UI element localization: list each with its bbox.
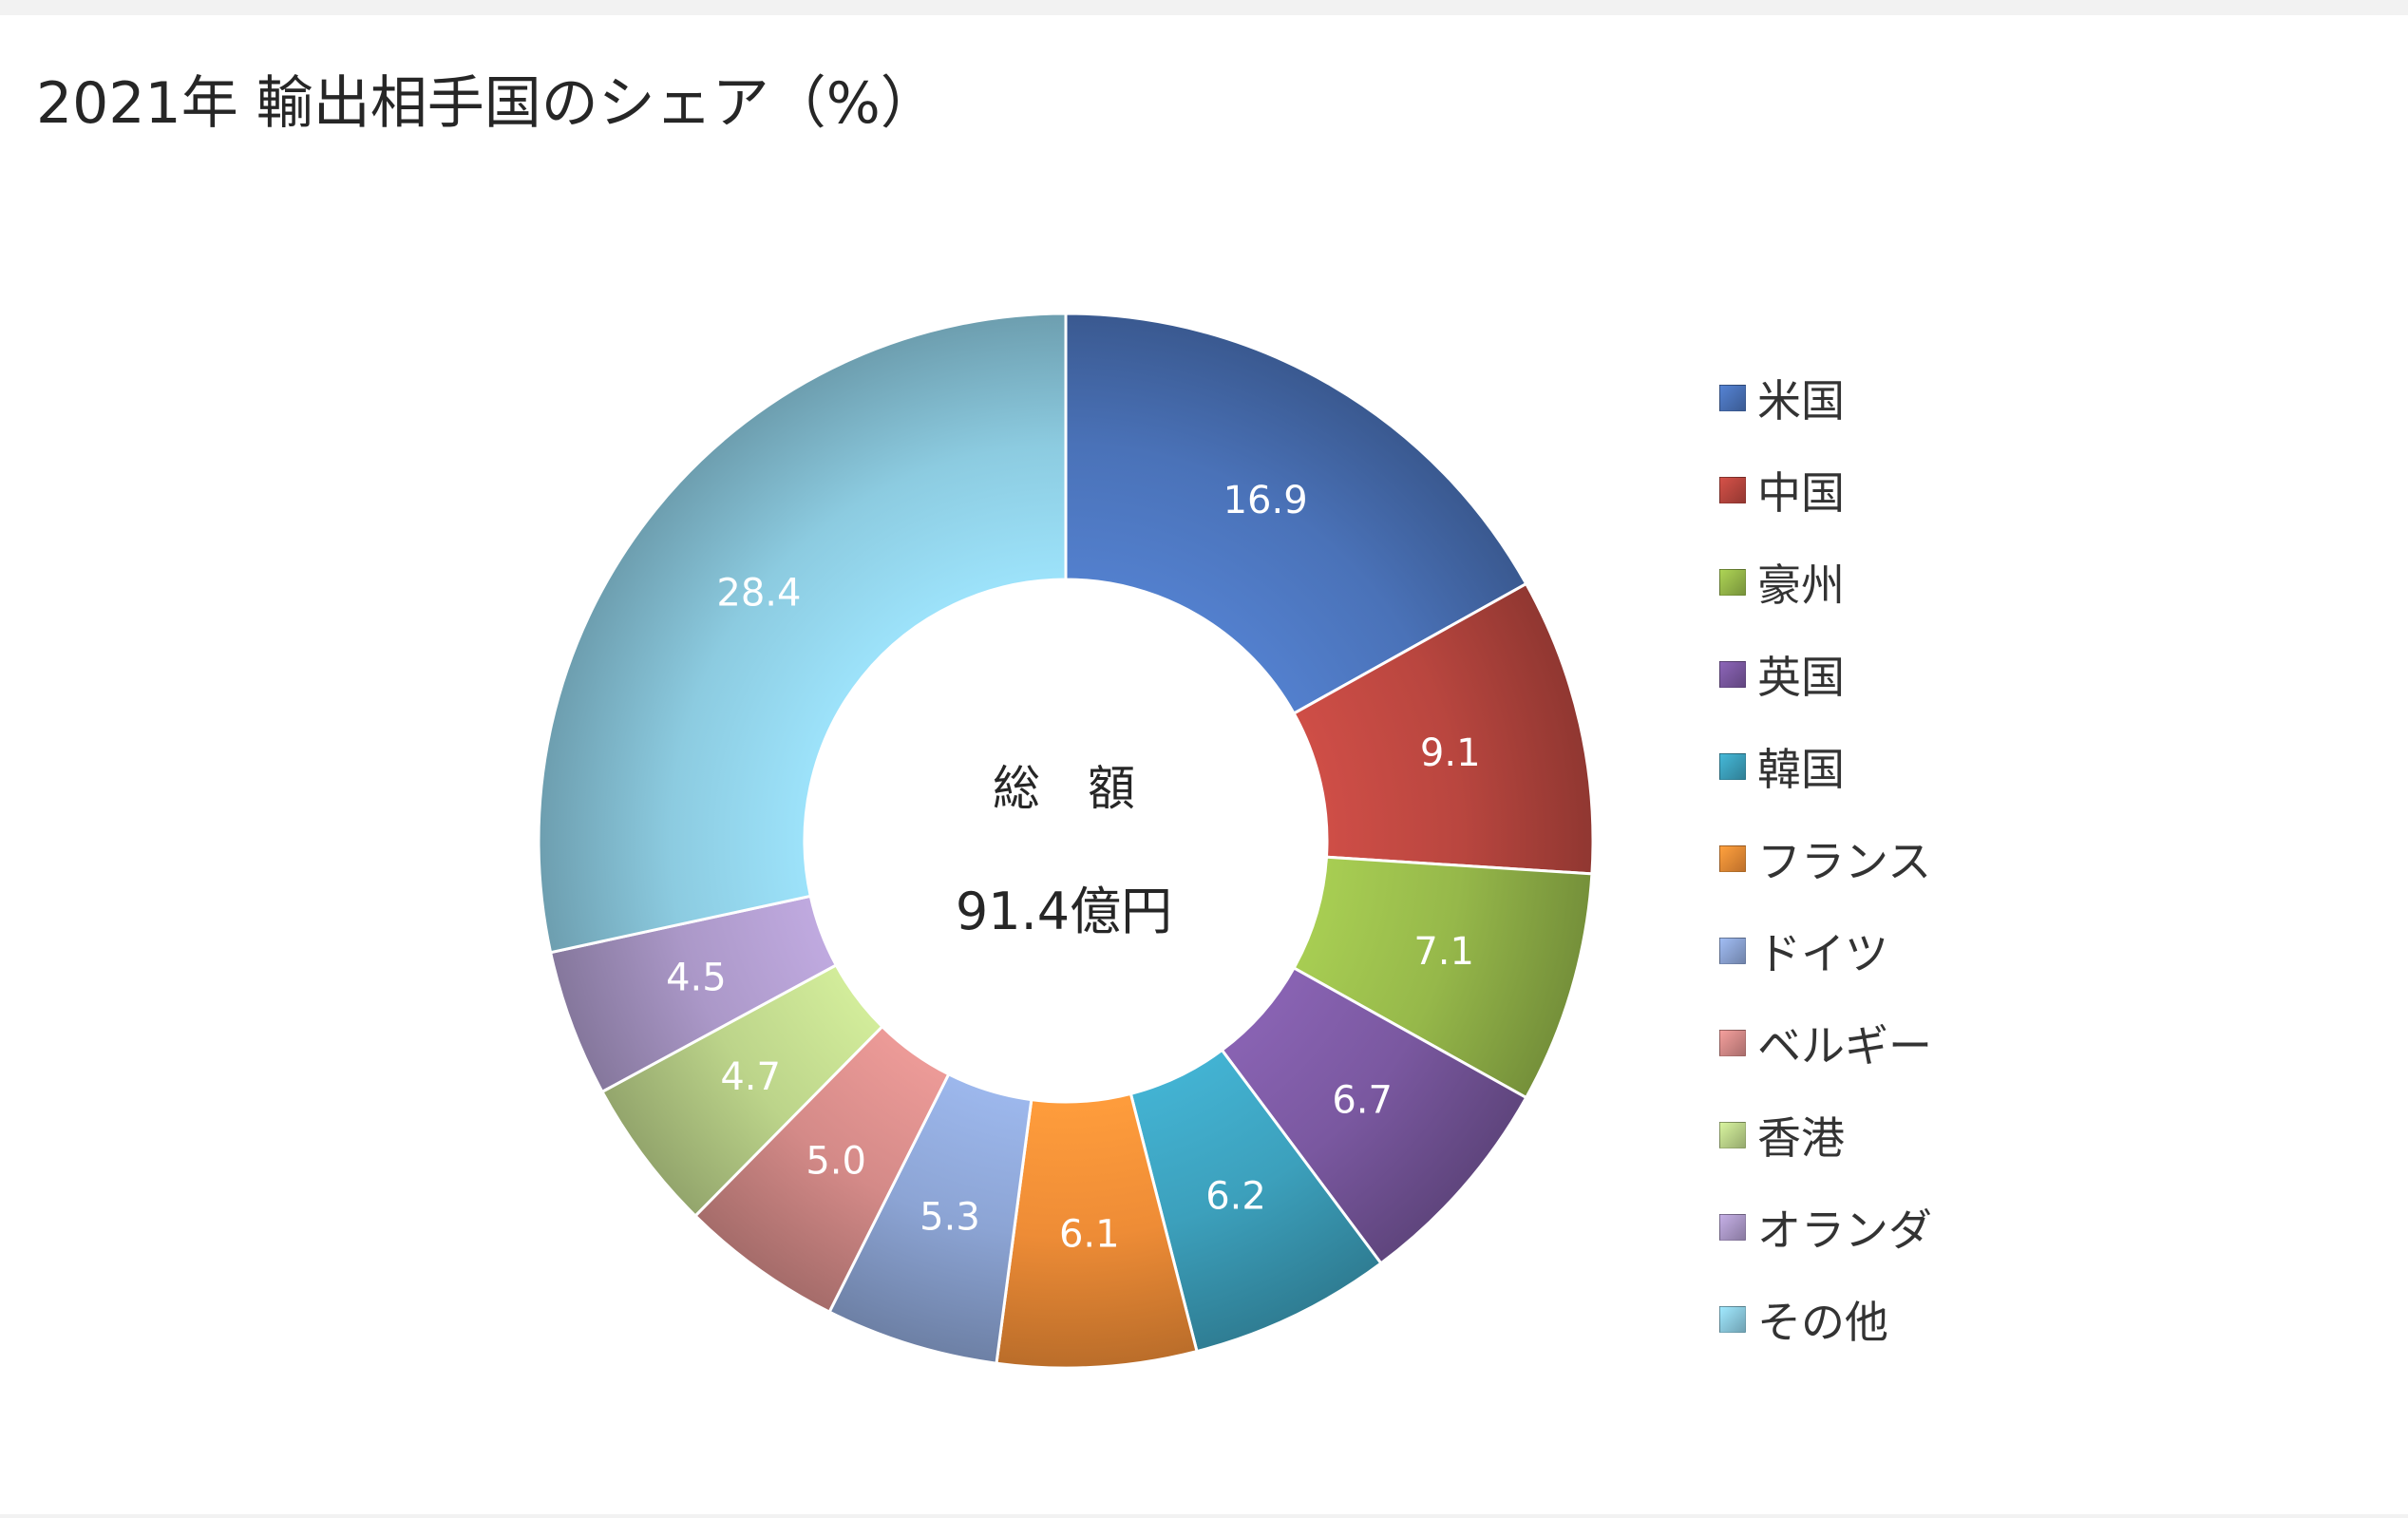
- donut-slice-2: [1292, 581, 1595, 876]
- center-total-label: 総 額: [993, 761, 1135, 816]
- legend-swatch: [1719, 476, 1746, 503]
- legend-label: 豪州: [1757, 559, 1845, 611]
- slice-data-label: 6.2: [1205, 1174, 1266, 1218]
- legend-label: 韓国: [1757, 743, 1845, 795]
- legend-label: その他: [1757, 1296, 1888, 1348]
- legend-item: オランダ: [1719, 1181, 1932, 1273]
- slice-data-label: 5.0: [806, 1139, 866, 1183]
- chart-title: 2021年 輸出相手国のシェア（%）: [36, 70, 938, 137]
- slice-data-label: 6.1: [1059, 1212, 1120, 1256]
- legend-label: ドイツ: [1757, 927, 1888, 979]
- slice-data-label: 5.3: [920, 1196, 980, 1240]
- center-total-value: 91.4億円: [955, 882, 1173, 941]
- legend-label: ベルギー: [1757, 1019, 1932, 1072]
- legend-swatch: [1719, 1213, 1746, 1241]
- legend-swatch: [1719, 384, 1746, 411]
- legend-swatch: [1719, 1121, 1746, 1148]
- slice-data-label: 6.7: [1332, 1078, 1393, 1122]
- legend: 米国中国豪州英国韓国フランスドイツベルギー香港オランダその他: [1719, 351, 1932, 1365]
- legend-item: 米国: [1719, 351, 1932, 444]
- legend-item: 香港: [1719, 1089, 1932, 1181]
- legend-label: 中国: [1757, 466, 1845, 519]
- legend-item: ドイツ: [1719, 904, 1932, 996]
- legend-swatch: [1719, 568, 1746, 596]
- slice-data-label: 28.4: [716, 572, 801, 616]
- legend-label: オランダ: [1757, 1204, 1932, 1256]
- slice-data-label: 4.5: [666, 956, 727, 999]
- legend-swatch: [1719, 937, 1746, 964]
- donut-slice-1: [1064, 312, 1528, 716]
- legend-swatch: [1719, 752, 1746, 780]
- legend-item: ベルギー: [1719, 996, 1932, 1089]
- legend-label: 香港: [1757, 1111, 1845, 1164]
- legend-item: その他: [1719, 1273, 1932, 1365]
- slice-data-label: 7.1: [1413, 930, 1474, 974]
- legend-label: 英国: [1757, 651, 1845, 703]
- slice-data-label: 16.9: [1223, 479, 1308, 522]
- legend-item: フランス: [1719, 812, 1932, 904]
- legend-swatch: [1719, 1305, 1746, 1333]
- donut-slice-11: [537, 312, 1068, 955]
- legend-swatch: [1719, 1029, 1746, 1056]
- slice-data-label: 9.1: [1420, 731, 1481, 775]
- legend-item: 豪州: [1719, 536, 1932, 628]
- legend-swatch: [1719, 844, 1746, 872]
- slice-data-label: 4.7: [720, 1055, 781, 1099]
- legend-item: 韓国: [1719, 720, 1932, 812]
- legend-swatch: [1719, 660, 1746, 688]
- legend-label: 米国: [1757, 374, 1845, 427]
- legend-item: 中国: [1719, 444, 1932, 536]
- legend-label: フランス: [1757, 835, 1932, 887]
- legend-item: 英国: [1719, 628, 1932, 720]
